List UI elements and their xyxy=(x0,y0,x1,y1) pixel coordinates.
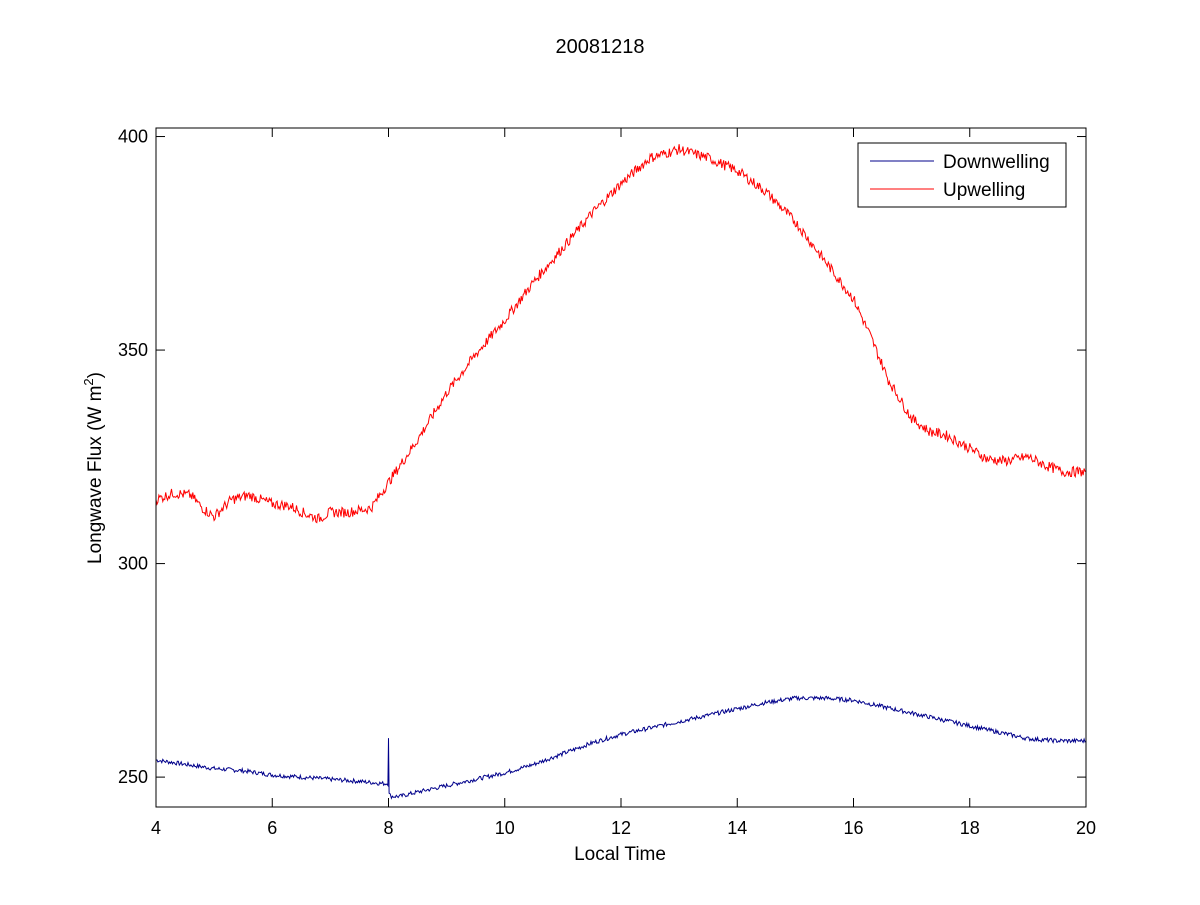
x-axis-label: Local Time xyxy=(574,844,666,865)
y-tick-label: 250 xyxy=(118,767,148,787)
series-layer xyxy=(155,144,1087,800)
legend-box xyxy=(857,142,1067,208)
y-axis-label: Longwave Flux (W m2) xyxy=(81,372,106,564)
series-line-upwelling xyxy=(155,144,1087,524)
y-tick-label: 350 xyxy=(118,340,148,360)
legend: Downwelling Upwelling xyxy=(857,142,1067,208)
x-tick-label: 20 xyxy=(1076,818,1096,838)
tick-layer: 4 6 8 10 12 14 16 18 20 250 300 350 400 xyxy=(118,127,1096,838)
y-axis-label-superscript: 2 xyxy=(81,378,96,385)
x-tick-label: 12 xyxy=(611,818,631,838)
y-axis-label-close: ) xyxy=(85,372,106,378)
y-tick-label: 300 xyxy=(118,554,148,574)
plot-frame xyxy=(155,127,1087,808)
legend-label-upwelling: Upwelling xyxy=(943,180,1025,201)
y-tick-label: 400 xyxy=(118,127,148,147)
x-tick-label: 18 xyxy=(960,818,980,838)
x-tick-label: 16 xyxy=(843,818,863,838)
x-tick-label: 14 xyxy=(727,818,747,838)
x-tick-label: 4 xyxy=(151,818,161,838)
x-tick-label: 8 xyxy=(383,818,393,838)
y-axis-label-main: Longwave Flux (W m xyxy=(85,386,106,564)
legend-label-downwelling: Downwelling xyxy=(943,152,1050,173)
x-tick-label: 10 xyxy=(495,818,515,838)
series-line-downwelling xyxy=(155,695,1087,800)
x-tick-label: 6 xyxy=(267,818,277,838)
chart-title: 20081218 xyxy=(556,36,645,58)
